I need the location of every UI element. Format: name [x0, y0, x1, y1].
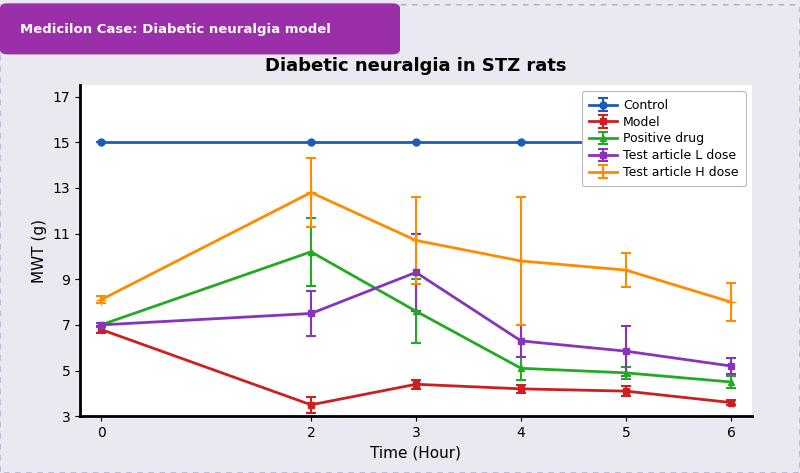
Legend: Control, Model, Positive drug, Test article L dose, Test article H dose: Control, Model, Positive drug, Test arti… [582, 91, 746, 186]
Y-axis label: MWT (g): MWT (g) [32, 219, 47, 283]
Text: Medicilon Case: Diabetic neuralgia model: Medicilon Case: Diabetic neuralgia model [20, 23, 331, 36]
X-axis label: Time (Hour): Time (Hour) [370, 446, 462, 461]
Title: Diabetic neuralgia in STZ rats: Diabetic neuralgia in STZ rats [266, 57, 566, 75]
